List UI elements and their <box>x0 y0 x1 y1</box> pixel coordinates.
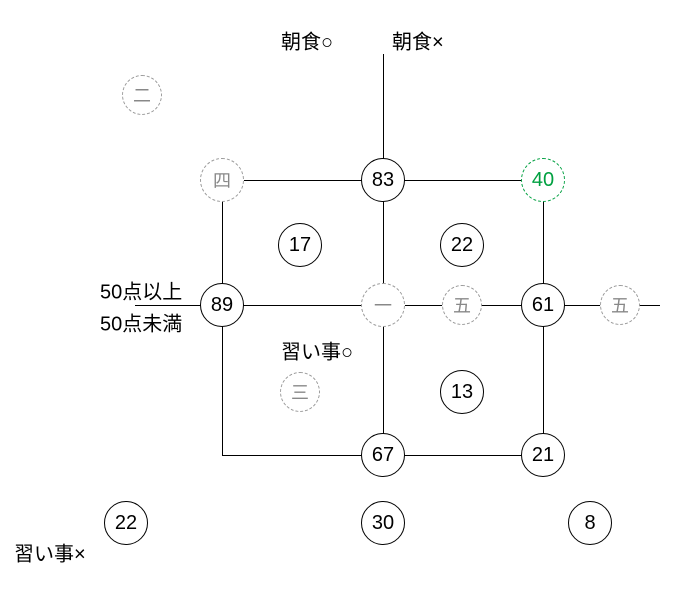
node-text: 五 <box>611 292 629 318</box>
node-go2: 五 <box>600 285 640 325</box>
label-breakfast-yes: 朝食○ <box>281 26 333 55</box>
label-lesson-no: 習い事× <box>14 538 86 567</box>
node-go1: 五 <box>442 285 482 325</box>
node-61: 61 <box>521 283 565 327</box>
label-under50: 50点未満 <box>100 308 182 337</box>
node-text: 83 <box>372 169 394 192</box>
node-san: 三 <box>280 372 320 412</box>
label-text: 50点未満 <box>100 314 182 336</box>
label-lesson-yes: 習い事○ <box>281 336 353 365</box>
label-text: 習い事○ <box>281 342 353 364</box>
node-ichi: 一 <box>361 283 405 327</box>
label-over50: 50点以上 <box>100 276 182 305</box>
node-ni: 二 <box>122 75 162 115</box>
label-text: 50点以上 <box>100 282 182 304</box>
node-text: 二 <box>133 82 151 108</box>
node-text: 30 <box>372 512 394 535</box>
node-22a: 22 <box>440 223 484 267</box>
node-text: 22 <box>115 512 137 535</box>
diagram-canvas: 二 四 83 40 17 22 89 一 五 61 五 三 13 67 21 2… <box>0 0 682 595</box>
node-text: 17 <box>289 234 311 257</box>
node-yon: 四 <box>200 158 244 202</box>
node-text: 40 <box>532 169 554 192</box>
node-13: 13 <box>440 370 484 414</box>
node-8: 8 <box>568 501 612 545</box>
label-breakfast-no: 朝食× <box>392 26 444 55</box>
node-22b: 22 <box>104 501 148 545</box>
node-21: 21 <box>521 433 565 477</box>
node-text: 13 <box>451 381 473 404</box>
node-text: 21 <box>532 444 554 467</box>
node-89: 89 <box>200 283 244 327</box>
node-17: 17 <box>278 223 322 267</box>
node-text: 一 <box>374 292 392 318</box>
node-text: 三 <box>291 379 309 405</box>
node-83: 83 <box>361 158 405 202</box>
node-text: 22 <box>451 234 473 257</box>
node-67: 67 <box>361 433 405 477</box>
axis-v-center <box>383 54 384 455</box>
node-text: 67 <box>372 444 394 467</box>
node-text: 四 <box>213 167 231 193</box>
node-text: 五 <box>453 292 471 318</box>
node-30: 30 <box>361 501 405 545</box>
node-text: 8 <box>584 512 595 535</box>
label-text: 朝食○ <box>281 32 333 54</box>
node-text: 61 <box>532 294 554 317</box>
label-text: 朝食× <box>392 32 444 54</box>
node-text: 89 <box>211 294 233 317</box>
node-40: 40 <box>521 158 565 202</box>
label-text: 習い事× <box>14 544 86 566</box>
